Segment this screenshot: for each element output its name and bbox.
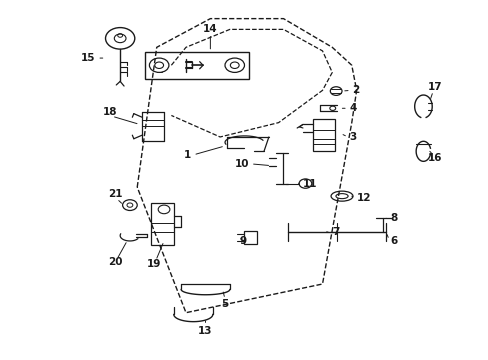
Text: 10: 10	[234, 159, 249, 169]
Bar	[244, 231, 256, 244]
Text: 8: 8	[390, 213, 397, 222]
Text: 11: 11	[303, 179, 317, 189]
Text: 4: 4	[348, 103, 356, 113]
Text: 2: 2	[351, 85, 358, 95]
Text: 3: 3	[348, 132, 356, 142]
Text: 18: 18	[103, 107, 118, 117]
Bar	[151, 203, 174, 244]
Text: 21: 21	[108, 189, 122, 199]
Text: 7: 7	[331, 227, 339, 237]
Text: 12: 12	[356, 193, 370, 203]
Text: 13: 13	[198, 325, 212, 336]
Bar	[144, 52, 249, 79]
Text: 9: 9	[239, 236, 246, 246]
Text: 16: 16	[427, 153, 441, 163]
Text: 1: 1	[183, 150, 190, 160]
Text: 6: 6	[390, 236, 397, 246]
Text: 17: 17	[427, 82, 441, 92]
Text: 20: 20	[108, 257, 122, 267]
Bar	[312, 119, 334, 151]
Text: 14: 14	[203, 24, 217, 35]
Text: 19: 19	[147, 259, 161, 269]
Text: 5: 5	[221, 299, 228, 309]
Text: 15: 15	[81, 53, 96, 63]
